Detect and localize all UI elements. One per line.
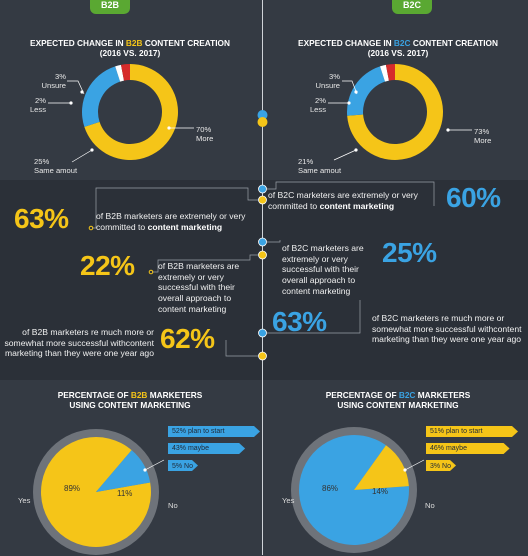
b2c-yes-pct: 86% bbox=[322, 484, 339, 493]
b2b-tag-no: 5% No bbox=[172, 463, 194, 470]
b2b-more-successful-value: 62% bbox=[160, 323, 215, 354]
b2b-no-breakdown-tags bbox=[168, 426, 260, 471]
b2c-slice-same bbox=[347, 66, 386, 116]
b2c-same-label: 21% Same amout bbox=[298, 157, 342, 175]
b2b-tag-bar-2 bbox=[168, 460, 198, 471]
b2b-committed-value: 63% bbox=[14, 203, 69, 234]
b2b-yes-label: Yes bbox=[18, 496, 31, 505]
stats-band bbox=[0, 180, 528, 380]
b2b-slice-no bbox=[96, 450, 151, 492]
b2b-tag-maybe: 43% maybe bbox=[172, 445, 209, 452]
b2c-donut-leaders bbox=[328, 80, 472, 161]
b2b-less-label: 2% Less bbox=[29, 96, 46, 114]
b2c-tag-plan: 51% plan to start bbox=[430, 428, 483, 435]
b2c-less-label: 2% Less bbox=[309, 96, 326, 114]
b2c-tag-bar-0 bbox=[426, 426, 518, 437]
b2b-usage-pie bbox=[33, 429, 159, 555]
b2b-tag-plan: 52% plan to start bbox=[172, 428, 225, 435]
timeline-dots bbox=[257, 110, 268, 361]
b2b-slice-same bbox=[82, 66, 121, 127]
b2b-tag-bar-0 bbox=[168, 426, 260, 437]
b2b-slice-more bbox=[84, 64, 178, 160]
b2c-tag-bar-2 bbox=[426, 460, 456, 471]
b2b-same-label: 25% Same amout bbox=[34, 157, 78, 175]
b2c-slice-more bbox=[347, 64, 443, 160]
stat-connectors bbox=[88, 181, 435, 357]
b2c-tag-maybe: 46% maybe bbox=[430, 445, 467, 452]
b2b-no-pct: 11% bbox=[117, 489, 133, 498]
b2c-slice-no bbox=[354, 445, 409, 490]
b2c-more-successful-value: 63% bbox=[272, 306, 327, 337]
b2b-usage-title: PERCENTAGE OF B2B MARKETERS USING CONTEN… bbox=[57, 390, 203, 411]
b2b-no-label: No bbox=[168, 501, 178, 510]
b2b-committed-text: of B2B marketers are extremely or very c… bbox=[96, 211, 246, 232]
b2c-tag-no: 3% No bbox=[430, 463, 452, 470]
b2c-slice-less bbox=[380, 64, 389, 82]
b2c-successful-value: 25% bbox=[382, 237, 437, 268]
b2c-usage-pie bbox=[291, 427, 417, 553]
b2c-more-successful-text: of B2C marketers re much more or somewha… bbox=[372, 313, 522, 345]
b2b-more-successful-text: of B2B marketers re much more or somewha… bbox=[4, 327, 154, 359]
b2b-tag-bar-1 bbox=[168, 443, 246, 454]
b2b-more-label: 70% More bbox=[196, 125, 214, 143]
b2b-donut-chart bbox=[82, 64, 178, 160]
b2c-badge bbox=[392, 0, 432, 14]
b2c-successful-text: of B2C marketers are extremely or very s… bbox=[282, 243, 364, 296]
b2c-committed-text: of B2C marketers are extremely or very c… bbox=[268, 190, 418, 211]
b2b-unsure-label: 3% Unsure bbox=[41, 72, 66, 90]
b2b-yes-pct: 89% bbox=[64, 484, 81, 493]
b2c-unsure-label: 3% Unsure bbox=[315, 72, 340, 90]
b2b-donut-title: EXPECTED CHANGE IN B2B CONTENT CREATION … bbox=[30, 38, 230, 59]
center-line bbox=[262, 0, 263, 555]
b2c-badge-label: B2C bbox=[402, 0, 421, 10]
b2b-donut-leaders bbox=[48, 80, 194, 163]
b2c-no-label: No bbox=[425, 501, 435, 510]
b2c-committed-value: 60% bbox=[446, 182, 501, 213]
b2c-tag-bar-1 bbox=[426, 443, 510, 454]
b2c-yes-label: Yes bbox=[282, 496, 295, 505]
b2c-donut-chart bbox=[347, 64, 443, 160]
b2b-successful-value: 22% bbox=[80, 250, 135, 281]
b2c-no-pct: 14% bbox=[372, 487, 389, 496]
b2c-usage-title: PERCENTAGE OF B2C MARKETERS USING CONTEN… bbox=[325, 390, 471, 411]
b2c-donut-title: EXPECTED CHANGE IN B2C CONTENT CREATION … bbox=[298, 38, 498, 59]
b2b-successful-text: of B2B marketers are extremely or very s… bbox=[158, 261, 240, 314]
b2b-slice-unsure bbox=[121, 64, 130, 81]
b2c-no-breakdown-tags bbox=[426, 426, 518, 471]
b2b-badge-label: B2B bbox=[100, 0, 119, 10]
b2c-slice-unsure bbox=[385, 64, 395, 81]
b2b-slice-less bbox=[115, 64, 125, 82]
b2b-badge bbox=[90, 0, 130, 14]
b2c-more-label: 73% More bbox=[474, 127, 492, 145]
